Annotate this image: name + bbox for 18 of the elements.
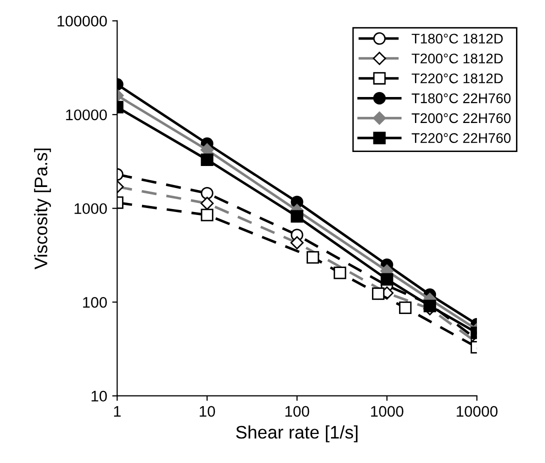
- y-tick-label: 10: [92, 390, 107, 402]
- x-tick-label: 1: [114, 406, 121, 417]
- legend-label: T200°C 22H760: [412, 113, 511, 124]
- x-tick-label: 1000: [371, 406, 404, 417]
- legend-label: T200°C 1812D: [412, 54, 503, 64]
- x-tick-label: 10: [200, 406, 215, 417]
- x-tick-label: 10000: [456, 406, 498, 417]
- y-tick-label: 100000: [58, 16, 107, 27]
- legend-label: T180°C 1812D: [412, 34, 503, 44]
- legend-label: T220°C 1812D: [412, 73, 503, 84]
- legend-label: T220°C 22H760: [412, 133, 511, 143]
- legend-label: T180°C 22H760: [412, 93, 511, 104]
- y-axis-title: Viscosity [Pa.s]: [34, 148, 51, 270]
- x-tick-label: 100: [285, 406, 310, 417]
- y-tick-label: 100: [83, 296, 107, 308]
- y-tick-label: 10000: [66, 109, 107, 120]
- y-tick-label: 1000: [74, 203, 107, 214]
- x-axis-title: Shear rate [1/s]: [236, 425, 358, 442]
